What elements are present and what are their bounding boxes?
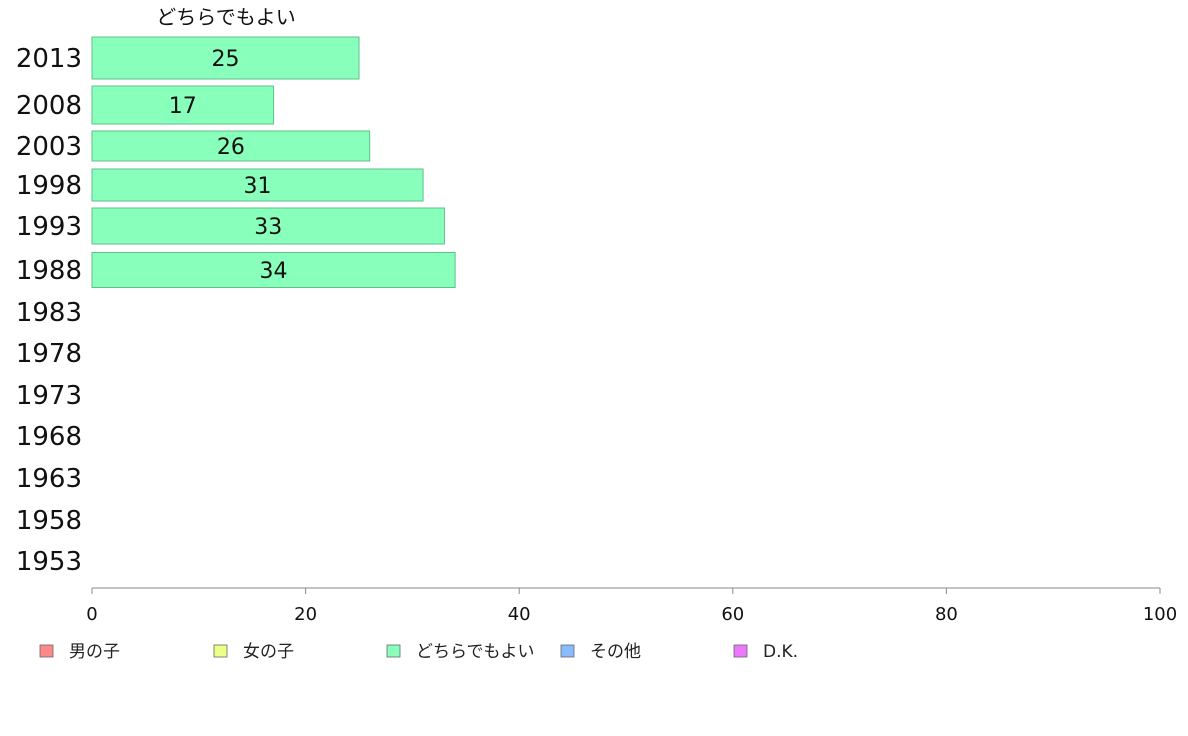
legend-swatch-4 (733, 644, 748, 658)
x-tick-label-60: 60 (721, 604, 744, 625)
year-label-2003: 2003 (16, 132, 82, 162)
bar-1998 (91, 168, 424, 202)
x-tick-label-80: 80 (935, 604, 958, 625)
chart-rows: 2013 25 2008 17 2003 26 1998 31 1993 33 1988 34 1983… (16, 36, 456, 577)
legend-label-4: D.K. (763, 642, 798, 662)
legend-swatch-2 (386, 644, 401, 658)
x-tick-label-40: 40 (508, 604, 531, 625)
year-label-1988: 1988 (16, 256, 82, 286)
year-label-1993: 1993 (16, 212, 82, 242)
year-label-2008: 2008 (16, 91, 82, 121)
year-label-1983: 1983 (16, 298, 82, 328)
x-axis: 0 20 40 60 80 100 (86, 587, 1177, 625)
bar-2003 (91, 130, 371, 162)
year-label-1953: 1953 (16, 547, 82, 577)
value-label-1998: 31 (244, 174, 272, 199)
legend-swatch-0 (39, 644, 54, 658)
legend: 男の子 女の子 どちらでもよい その他 D.K. (39, 642, 798, 662)
year-label-1958: 1958 (16, 506, 82, 536)
bar-1993 (91, 207, 445, 245)
legend-label-2: どちらでもよい (416, 642, 535, 662)
bar-2008 (91, 85, 275, 125)
legend-label-0: 男の子 (69, 642, 120, 662)
value-label-2008: 17 (169, 94, 197, 119)
legend-swatch-1 (213, 644, 228, 658)
year-label-1963: 1963 (16, 464, 82, 494)
year-label-1978: 1978 (16, 339, 82, 369)
x-tick-label-100: 100 (1143, 604, 1177, 625)
bar-2013 (91, 36, 360, 80)
year-label-2013: 2013 (16, 44, 82, 74)
x-tick-label-0: 0 (86, 604, 97, 625)
x-tick-label-20: 20 (294, 604, 317, 625)
legend-label-3: その他 (590, 642, 641, 662)
value-label-1993: 33 (254, 215, 282, 240)
value-label-2013: 25 (212, 47, 240, 72)
year-label-1998: 1998 (16, 171, 82, 201)
series-title: どちらでもよい (156, 5, 295, 29)
year-label-1973: 1973 (16, 381, 82, 411)
legend-swatch-3 (560, 644, 575, 658)
year-label-1968: 1968 (16, 422, 82, 452)
value-label-2003: 26 (217, 135, 245, 160)
legend-label-1: 女の子 (243, 642, 294, 662)
bar-1988 (91, 252, 456, 288)
value-label-1988: 34 (260, 259, 288, 284)
